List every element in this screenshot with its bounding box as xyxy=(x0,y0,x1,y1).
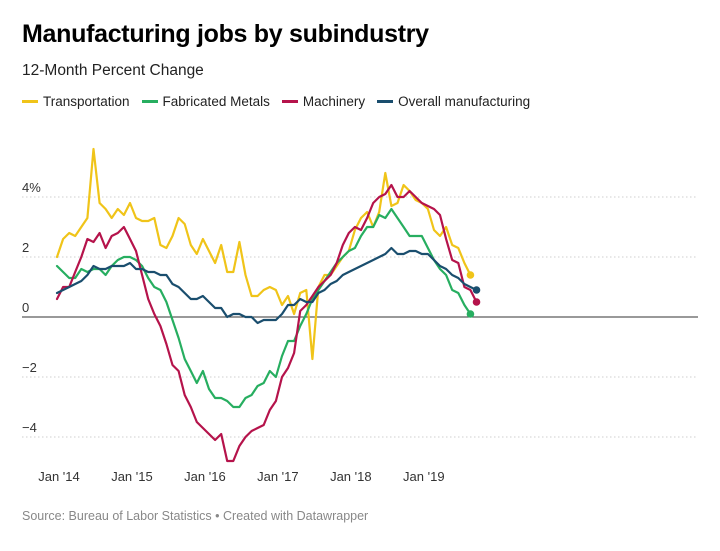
series-end-dot-fabricated-metals xyxy=(466,310,475,318)
chart-subtitle: 12-Month Percent Change xyxy=(22,62,204,79)
y-tick-label: −2 xyxy=(22,360,37,375)
x-tick-label: Jan '18 xyxy=(330,469,372,484)
y-tick-label: 2 xyxy=(22,240,29,255)
legend-swatch-machinery xyxy=(281,100,298,103)
y-tick-label: −4 xyxy=(22,420,37,435)
legend-swatch-transportation xyxy=(22,100,38,103)
series-lines-layer xyxy=(55,147,478,463)
legend-item-transportation: Transportation xyxy=(22,94,130,109)
series-line-fabricated-metals xyxy=(55,207,472,409)
legend-swatch-overall-manufacturing xyxy=(377,100,394,103)
chart-title: Manufacturing jobs by subindustry xyxy=(22,20,429,48)
x-tick-label: Jan '14 xyxy=(38,469,80,484)
y-tick-label: 0 xyxy=(22,300,29,315)
legend-item-machinery: Machinery xyxy=(281,94,366,109)
series-end-dot-overall-manufacturing xyxy=(472,286,481,294)
x-tick-label: Jan '17 xyxy=(257,469,299,484)
x-axis-ticks: Jan '14 Jan '15 Jan '16 Jan '17 Jan '18 Jan '… xyxy=(38,469,444,484)
source-note: Source: Bureau of Labor Statistics • Cre… xyxy=(22,509,369,523)
x-tick-label: Jan '19 xyxy=(403,469,445,484)
series-end-dot-transportation xyxy=(466,271,475,279)
x-tick-label: Jan '15 xyxy=(111,469,153,484)
series-end-dots-layer xyxy=(466,271,481,318)
grid-layer xyxy=(22,196,698,438)
series-line-transportation xyxy=(55,147,472,361)
legend-label-machinery: Machinery xyxy=(302,94,366,109)
series-end-dot-machinery xyxy=(472,298,481,306)
x-tick-label: Jan '16 xyxy=(184,469,226,484)
legend-label-fabricated-metals: Fabricated Metals xyxy=(162,94,270,109)
legend-item-overall-manufacturing: Overall manufacturing xyxy=(377,94,530,109)
series-line-machinery xyxy=(55,183,478,463)
y-axis-ticks: 4% 2 0 −2 −4 xyxy=(22,180,41,435)
series-line-overall-manufacturing xyxy=(55,246,478,325)
chart-legend: Transportation Fabricated Metals Machine… xyxy=(22,94,542,109)
legend-item-fabricated-metals: Fabricated Metals xyxy=(141,94,270,109)
legend-swatch-fabricated-metals xyxy=(141,100,158,103)
y-tick-label: 4% xyxy=(22,180,41,195)
legend-label-overall-manufacturing: Overall manufacturing xyxy=(398,94,531,109)
legend-label-transportation: Transportation xyxy=(43,94,130,109)
